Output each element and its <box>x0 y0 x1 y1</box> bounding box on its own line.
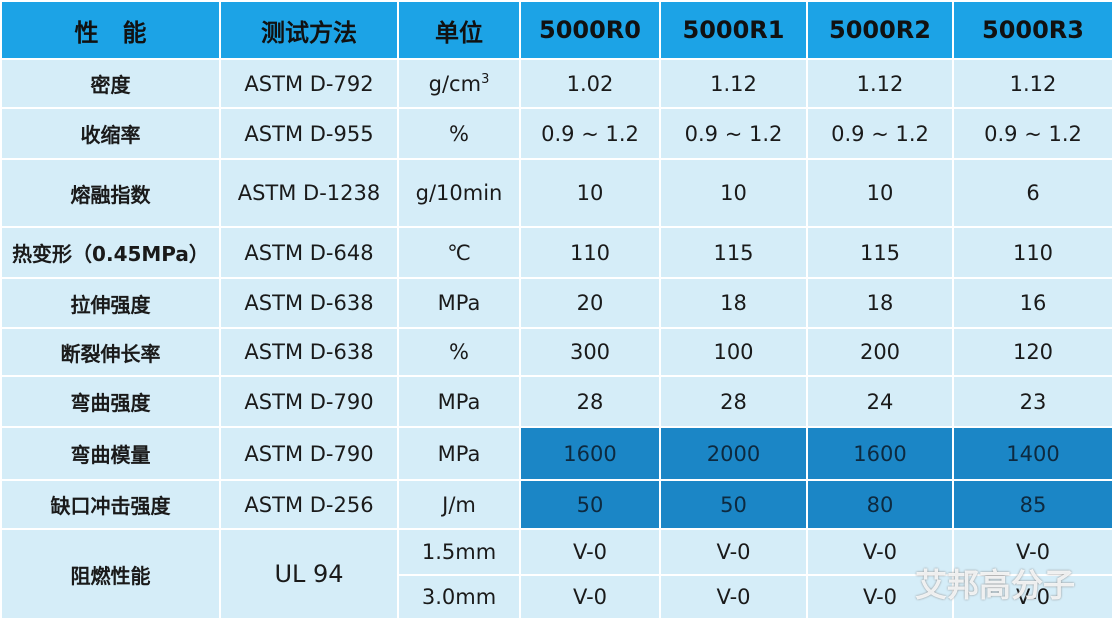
cell: 28 <box>659 375 808 428</box>
cell: 1.02 <box>519 58 661 109</box>
cell: 18 <box>806 277 954 329</box>
cell: 85 <box>952 479 1114 530</box>
row-label: 弯曲模量 <box>0 426 221 481</box>
cell: 120 <box>952 327 1114 377</box>
cell: 28 <box>519 375 661 428</box>
cell: 0.9 ~ 1.2 <box>659 107 808 160</box>
spec-table: 性 能测试方法 单位 5000R0 5000R1 5000R2 5000R3 密度 ASTM … <box>0 0 1114 620</box>
header-cell: 5000R2 <box>806 0 954 60</box>
cell: 115 <box>659 226 808 279</box>
cell: 50 <box>659 479 808 530</box>
table-row: 缺口冲击强度 ASTM D-256 J/m 50 50 80 85 <box>0 479 1114 530</box>
cell: ASTM D-638 <box>219 277 399 329</box>
cell: g/cm3 <box>397 58 521 109</box>
cell: V-0 <box>659 574 808 620</box>
table-row: 拉伸强度 ASTM D-638 MPa 20 18 18 16 <box>0 277 1114 329</box>
table-row: 阻燃性能 UL 94 1.5mm V-0 V-0 V-0 V-0 <box>0 528 1114 620</box>
watermark: 艾邦高分子 <box>914 566 1075 604</box>
cell: V-0 <box>806 528 954 576</box>
cell: V-0 <box>519 528 661 576</box>
cell: 100 <box>659 327 808 377</box>
cell: J/m <box>397 479 521 530</box>
cell: 80 <box>806 479 954 530</box>
cell: ASTM D-955 <box>219 107 399 160</box>
cell: V-0 <box>806 574 954 620</box>
header-cell: 5000R1 <box>659 0 808 60</box>
cell: 1400 <box>952 426 1114 481</box>
cell: 16 <box>952 277 1114 329</box>
cell: 23 <box>952 375 1114 428</box>
cell: 1.12 <box>659 58 808 109</box>
unit-sup: 3 <box>481 71 490 87</box>
row-label: 弯曲强度 <box>0 375 221 428</box>
cell: 200 <box>806 327 954 377</box>
row-label: 熔融指数 <box>0 158 221 228</box>
header-cell: 5000R3 <box>952 0 1114 60</box>
cell: ℃ <box>397 226 521 279</box>
cell: V-0 <box>952 574 1114 620</box>
table-row: 密度 ASTM D-792 g/cm3 1.02 1.12 1.12 1.12 <box>0 58 1114 109</box>
table-row: 热变形（0.45MPa） ASTM D-648 ℃ 110 115 115 110 <box>0 226 1114 279</box>
cell: ASTM D-792 <box>219 58 399 109</box>
cell: 1.12 <box>806 58 954 109</box>
cell: g/10min <box>397 158 521 228</box>
unit-text: g/cm <box>428 71 482 96</box>
table-row: 弯曲模量 ASTM D-790 MPa 1600 2000 1600 1400 <box>0 426 1114 481</box>
table-row: 3.0mm V-0 V-0 V-0 V-0 <box>1 574 1114 620</box>
cell: 115 <box>806 226 954 279</box>
header-cell: 5000R0 <box>519 0 661 60</box>
table-row: 收缩率 ASTM D-955% 0.9 ~ 1.2 0.9 ~ 1.2 0.9 ~ 1.… <box>0 107 1114 160</box>
row-label: 断裂伸长率 <box>0 327 221 377</box>
cell: UL 94 <box>219 528 399 620</box>
cell: MPa <box>397 426 521 481</box>
cell: 10 <box>519 158 661 228</box>
header-cell: 单位 <box>397 0 521 60</box>
cell: 110 <box>952 226 1114 279</box>
row-label: 缺口冲击强度 <box>0 479 221 530</box>
cell: % <box>397 107 521 160</box>
table-row: 熔融指数 ASTM D-1238 g/10min 10 10 10 6 <box>0 158 1114 228</box>
header-cell: 测试方法 <box>219 0 399 60</box>
table-row: 断裂伸长率 ASTM D-638% 300 100 200 120 <box>0 327 1114 377</box>
table-row: 弯曲强度 ASTM D-790 MPa 28 28 24 23 <box>0 375 1114 428</box>
row-label: 拉伸强度 <box>0 277 221 329</box>
cell: 20 <box>519 277 661 329</box>
cell: V-0 <box>519 574 661 620</box>
cell: 2000 <box>659 426 808 481</box>
cell: 50 <box>519 479 661 530</box>
cell: V-0 <box>659 528 808 576</box>
row-label: 收缩率 <box>0 107 221 160</box>
cell: ASTM D-1238 <box>219 158 399 228</box>
cell: ASTM D-256 <box>219 479 399 530</box>
cell: ASTM D-648 <box>219 226 399 279</box>
cell: % <box>397 327 521 377</box>
cell: 1.5mm <box>397 528 521 576</box>
cell: 0.9 ~ 1.2 <box>952 107 1114 160</box>
cell: 24 <box>806 375 954 428</box>
row-label: 阻燃性能 <box>0 528 221 620</box>
cell: 10 <box>806 158 954 228</box>
cell: 1.12 <box>952 58 1114 109</box>
cell: 3.0mm <box>397 574 521 620</box>
header-cell: 性 能 <box>0 0 221 60</box>
cell: 6 <box>952 158 1114 228</box>
cell: 0.9 ~ 1.2 <box>519 107 661 160</box>
cell: 18 <box>659 277 808 329</box>
cell: 110 <box>519 226 661 279</box>
cell: V-0 <box>952 528 1114 576</box>
cell: 1600 <box>519 426 661 481</box>
cell: 0.9 ~ 1.2 <box>806 107 954 160</box>
cell: ASTM D-790 <box>219 375 399 428</box>
row-label: 热变形（0.45MPa） <box>0 226 221 279</box>
table-row: 性 能测试方法 单位 5000R0 5000R1 5000R2 5000R3 <box>0 0 1114 60</box>
cell: ASTM D-790 <box>219 426 399 481</box>
cell: 10 <box>659 158 808 228</box>
cell: 1600 <box>806 426 954 481</box>
cell: 300 <box>519 327 661 377</box>
cell: MPa <box>397 277 521 329</box>
cell: MPa <box>397 375 521 428</box>
row-label: 密度 <box>0 58 221 109</box>
cell: ASTM D-638 <box>219 327 399 377</box>
